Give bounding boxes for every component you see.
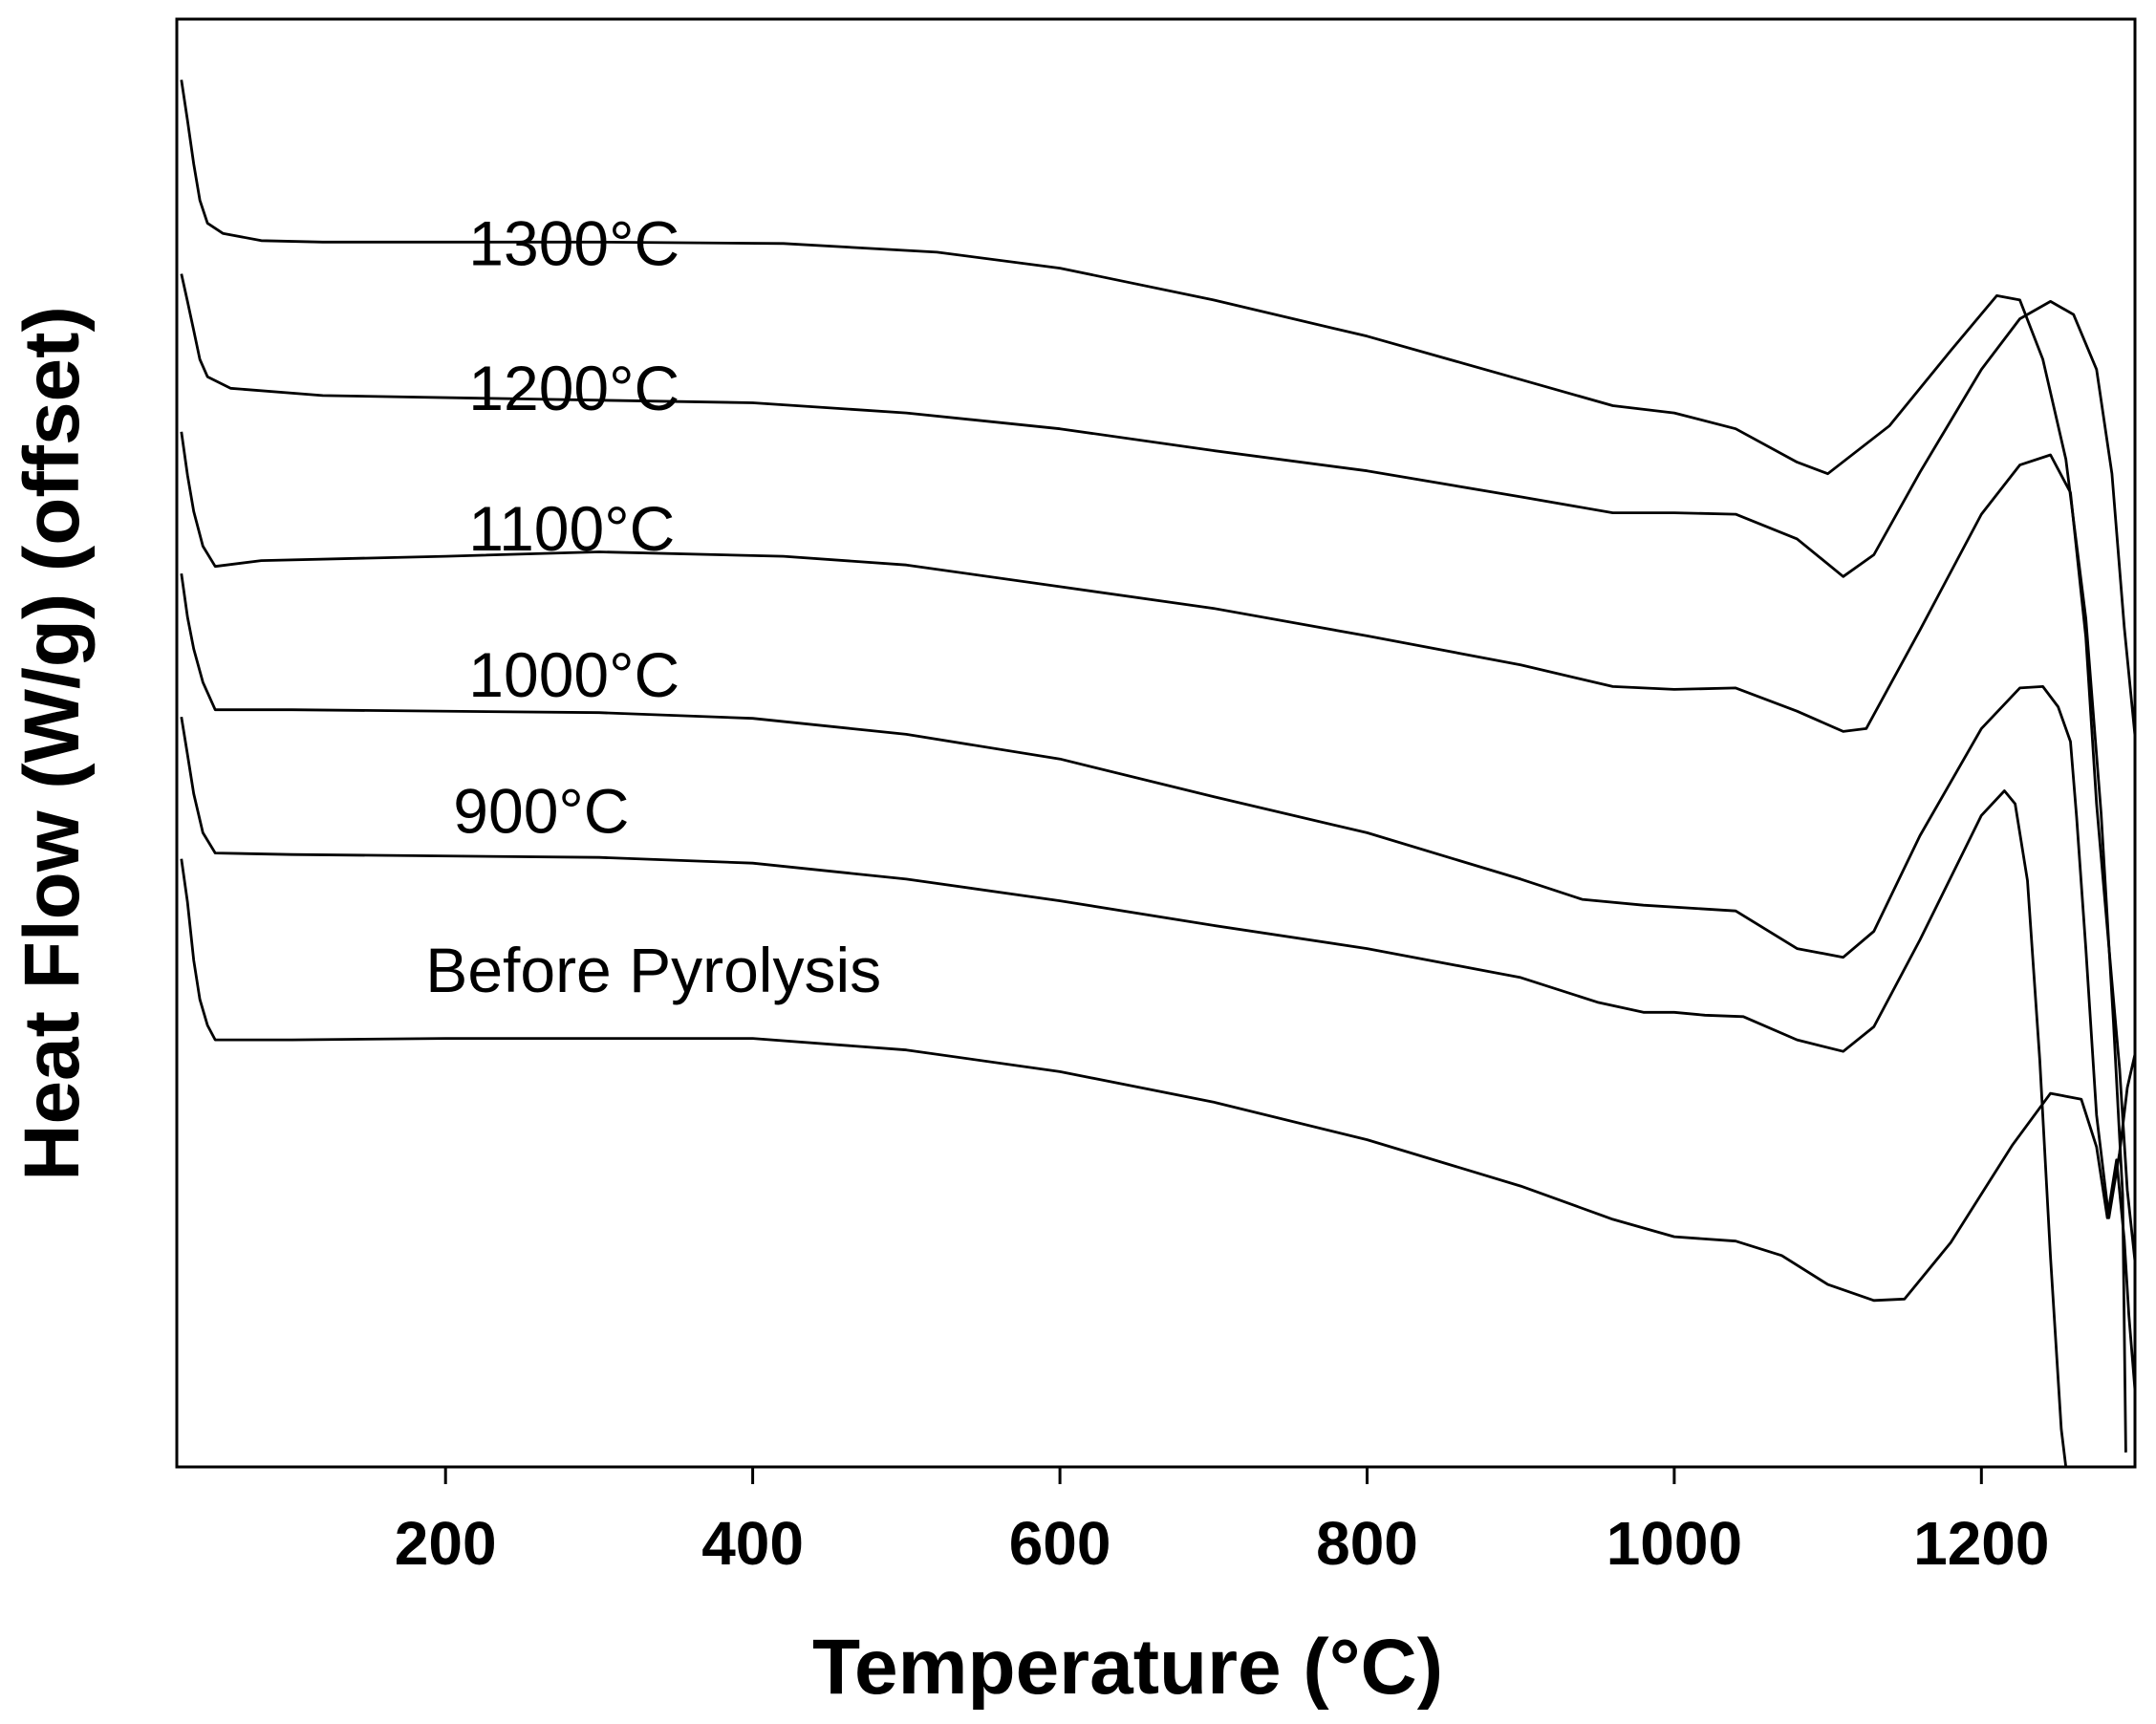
curves-layer <box>180 79 2137 1468</box>
series-line-1200-c <box>180 273 2137 737</box>
series-label-1200-c: 1200°C <box>468 353 679 423</box>
series-line-1000-c <box>180 573 2137 1219</box>
x-axis-title: Temperature (°C) <box>812 1624 1443 1711</box>
series-line-1100-c <box>180 431 2137 1262</box>
series-label-1000-c: 1000°C <box>468 639 679 710</box>
series-line-before-pyrolysis <box>180 858 2137 1390</box>
series-label-900-c: 900°C <box>453 775 629 846</box>
plot-frame <box>175 17 2137 1469</box>
series-label-1100-c: 1100°C <box>468 493 675 564</box>
series-line-900-c <box>180 716 2068 1468</box>
x-tick-label-600: 600 <box>1009 1509 1111 1578</box>
x-tick-label-1200: 1200 <box>1913 1509 2049 1578</box>
series-label-1300-c: 1300°C <box>468 208 679 279</box>
x-axis: 200 400 600 800 1000 1200 <box>395 1467 2049 1578</box>
x-tick-label-1000: 1000 <box>1606 1509 1742 1578</box>
x-tick-label-800: 800 <box>1316 1509 1418 1578</box>
series-line-1300-c <box>180 79 2127 1453</box>
x-tick-label-200: 200 <box>395 1509 497 1578</box>
x-tick-label-400: 400 <box>701 1509 804 1578</box>
series-label-before-pyrolysis: Before Pyrolysis <box>425 935 881 1005</box>
y-axis-title: Heat Flow (W/g) (offset) <box>9 306 96 1181</box>
curve-labels-layer: 1300°C 1200°C 1100°C 1000°C 900°C Before Pyro… <box>425 208 881 1006</box>
